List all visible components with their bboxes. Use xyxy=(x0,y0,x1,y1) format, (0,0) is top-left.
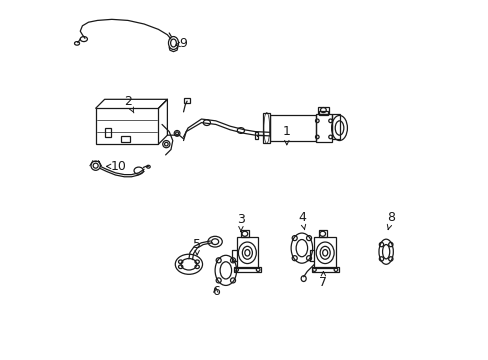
Bar xyxy=(314,237,335,268)
Bar xyxy=(233,267,261,272)
Text: 3: 3 xyxy=(237,213,244,231)
Bar xyxy=(263,113,270,143)
Text: 6: 6 xyxy=(211,285,219,298)
Bar xyxy=(318,230,326,237)
Text: 4: 4 xyxy=(297,211,305,230)
Text: 9: 9 xyxy=(175,37,187,50)
Bar xyxy=(254,132,258,139)
Bar xyxy=(316,114,332,142)
Text: 1: 1 xyxy=(282,125,290,145)
Bar xyxy=(241,230,248,237)
Text: 10: 10 xyxy=(106,160,126,173)
Bar xyxy=(269,116,316,140)
Text: 2: 2 xyxy=(124,95,134,113)
Text: 5: 5 xyxy=(193,238,201,255)
Bar xyxy=(104,128,111,137)
Text: 7: 7 xyxy=(319,271,327,289)
Bar xyxy=(317,107,328,114)
Bar xyxy=(236,237,258,268)
Bar xyxy=(311,267,338,272)
Bar xyxy=(96,108,158,144)
Text: 8: 8 xyxy=(386,211,395,230)
Bar xyxy=(121,136,129,142)
Bar xyxy=(319,111,327,115)
Bar xyxy=(331,114,339,139)
Bar xyxy=(183,98,190,103)
